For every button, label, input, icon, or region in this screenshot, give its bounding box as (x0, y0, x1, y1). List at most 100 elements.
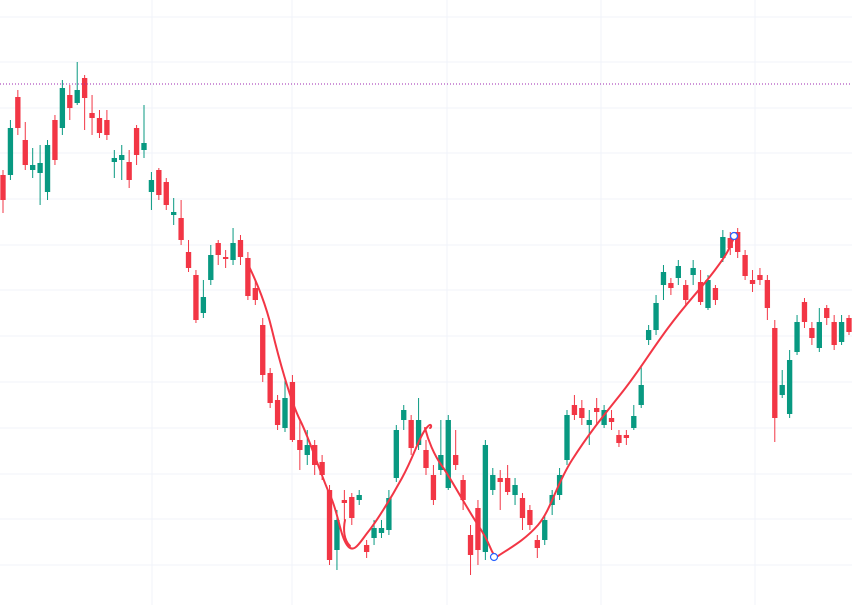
candle-body (185, 252, 192, 268)
candle-body (7, 128, 14, 175)
candle-body (386, 498, 392, 530)
candle-body (133, 128, 140, 155)
candle-body (222, 257, 229, 259)
candle-body (608, 418, 615, 422)
candle-body (356, 495, 362, 500)
candle-body (260, 325, 266, 375)
candle-body (178, 218, 184, 240)
candle-body (453, 455, 459, 465)
candle-body (237, 240, 244, 257)
candle-body (393, 430, 399, 478)
candle-body (156, 170, 162, 195)
candle-body (594, 408, 600, 412)
candle-body (705, 280, 711, 308)
trend-curve (424, 427, 495, 556)
candle-body (638, 385, 644, 405)
candle-body (482, 445, 489, 552)
candle-body (163, 182, 169, 205)
candle-body (660, 272, 667, 285)
candle-body (349, 497, 355, 518)
candle-body (200, 297, 207, 313)
candle-body (631, 416, 637, 428)
candle-body (245, 258, 251, 296)
candle-body (52, 120, 58, 160)
candle-body (363, 545, 370, 552)
candle-body (735, 232, 741, 252)
candle-body (334, 520, 340, 550)
candle-body (512, 485, 518, 495)
candle-body (126, 162, 132, 180)
trend-curve (246, 261, 433, 550)
candle-body (534, 540, 540, 548)
candle-body (846, 318, 852, 332)
candle-body (15, 97, 21, 128)
trend-curve (497, 239, 734, 557)
candle-body (742, 255, 748, 276)
candle-body (838, 322, 845, 342)
candle-body (215, 243, 221, 255)
candle-body (786, 360, 793, 414)
trend-curve (343, 519, 351, 547)
candle-body (683, 285, 689, 300)
candle-body (690, 268, 696, 275)
anchor-point (729, 231, 739, 241)
candle-body (727, 238, 733, 248)
candle-body (371, 528, 377, 538)
candle-body (542, 520, 548, 540)
candle-body (30, 165, 36, 170)
candle-body (230, 243, 236, 260)
candle-body (697, 282, 704, 302)
candle-body (81, 78, 88, 98)
candle-body (460, 480, 466, 500)
candle-body (527, 510, 533, 525)
candle-body (645, 330, 652, 340)
candle-body (497, 478, 503, 482)
candle-body (0, 175, 6, 200)
candle-body (445, 420, 451, 488)
candle-body (22, 140, 28, 165)
candle-body (282, 398, 288, 428)
candle-body (586, 420, 592, 425)
candle-body (89, 113, 95, 118)
candle-body (44, 145, 51, 192)
candle-body (764, 280, 771, 308)
candle-body (274, 400, 281, 425)
candle-body (772, 328, 778, 418)
candle-body (415, 420, 422, 445)
candle-body (801, 302, 808, 322)
candle-body (616, 435, 622, 443)
candle-body (668, 283, 674, 288)
candle-body (779, 385, 785, 395)
candle-body (141, 143, 147, 150)
anchor-point (489, 552, 499, 562)
candle-body (208, 255, 214, 280)
candle-body (571, 405, 578, 415)
candle-body (341, 500, 348, 503)
candle-body (579, 408, 585, 418)
candle-body (438, 455, 444, 470)
candle-body (289, 382, 296, 440)
candles (0, 62, 852, 575)
candle-body (490, 475, 496, 490)
candle-body (675, 266, 681, 278)
candle-body (601, 410, 607, 425)
candle-body (824, 308, 830, 318)
candle-body (104, 120, 110, 135)
candle-body (59, 88, 66, 128)
candle-body (720, 237, 726, 258)
candle-body (653, 303, 659, 330)
candle-body (193, 275, 199, 320)
candle-body (401, 410, 407, 420)
candle-body (297, 440, 303, 450)
candle-body (809, 328, 815, 338)
candle-body (74, 90, 80, 103)
candle-body (267, 373, 273, 403)
candle-body (423, 450, 429, 468)
candle-body (430, 475, 437, 500)
candle-body (378, 528, 385, 533)
candle-body (623, 435, 630, 438)
candle-body (831, 322, 837, 345)
